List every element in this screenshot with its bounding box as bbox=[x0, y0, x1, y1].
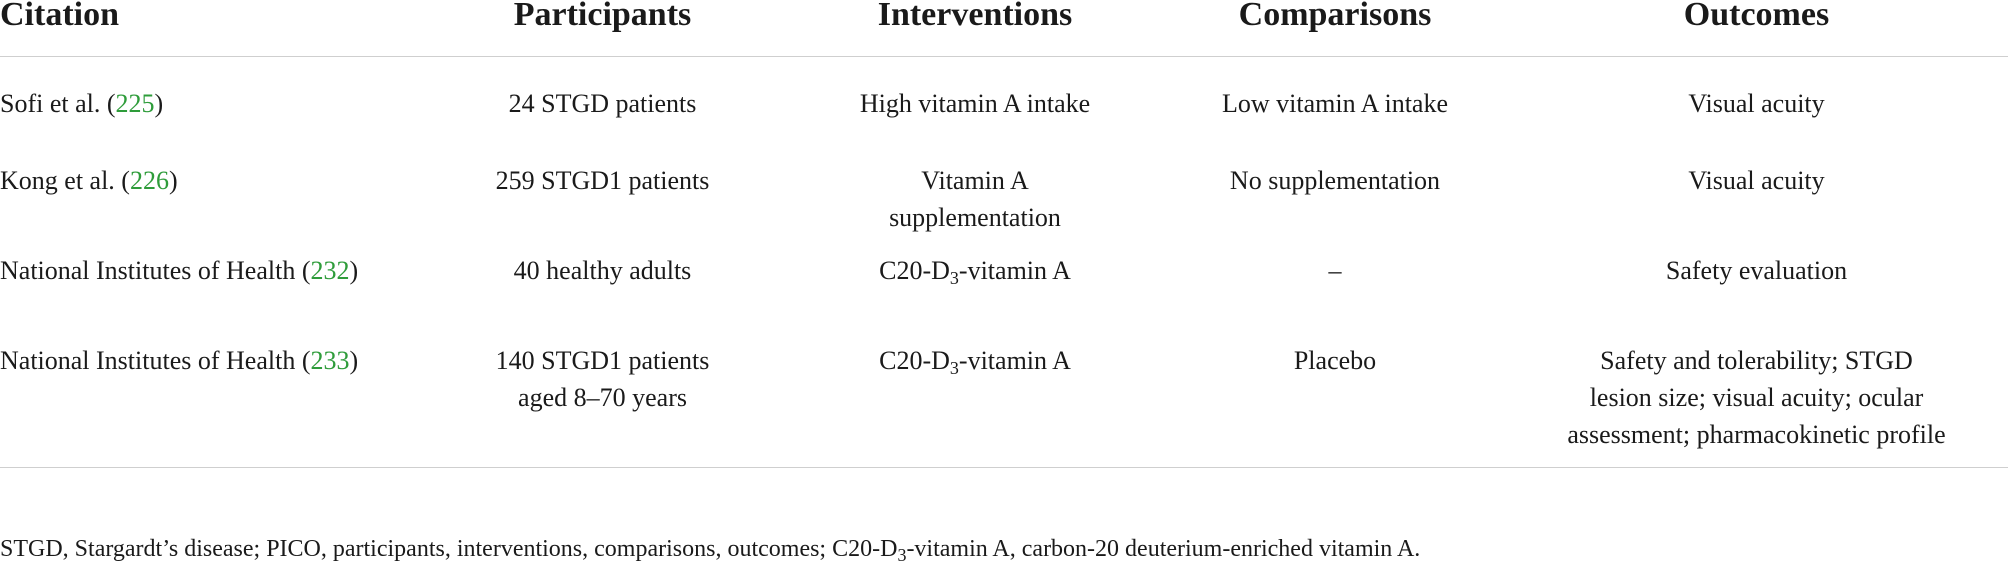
outcomes-cell: Safety and tolerability; STGD lesion siz… bbox=[1505, 326, 2008, 468]
outcomes-cell: Visual acuity bbox=[1688, 166, 1825, 195]
citation-text: Kong et al. ( bbox=[0, 166, 130, 195]
participants-text: 140 STGD1 patients aged 8–70 years bbox=[495, 346, 710, 412]
interventions-pre: C20-D bbox=[879, 346, 950, 375]
table-footnote: STGD, Stargardt’s disease; PICO, partici… bbox=[0, 534, 1420, 564]
participants-cell: 140 STGD1 patients aged 8–70 years bbox=[420, 326, 785, 468]
comparisons-cell: – bbox=[1328, 256, 1342, 285]
citation-text: National Institutes of Health ( bbox=[0, 256, 311, 285]
interventions-pre: C20-D bbox=[879, 256, 950, 285]
interventions-text: Vitamin A supplementation bbox=[889, 166, 1061, 232]
outcomes-cell: Safety evaluation bbox=[1665, 256, 1848, 285]
comparisons-cell: No supplementation bbox=[1229, 166, 1441, 195]
reference-link[interactable]: 233 bbox=[310, 346, 350, 375]
subscript-3: 3 bbox=[949, 268, 959, 288]
citation-close: ) bbox=[349, 346, 359, 375]
header-row: Citation Participants Interventions Comp… bbox=[0, 0, 2008, 57]
interventions-cell: C20-D3-vitamin A bbox=[785, 236, 1165, 326]
interventions-cell: C20-D3-vitamin A bbox=[785, 326, 1165, 468]
interventions-cell: Vitamin A supplementation bbox=[785, 146, 1165, 236]
citation-cell: Kong et al. (226) bbox=[0, 146, 420, 236]
citation-close: ) bbox=[349, 256, 359, 285]
table-row: National Institutes of Health (232) 40 h… bbox=[0, 236, 2008, 326]
citation-wrap: National Institutes of Health (233) bbox=[0, 342, 380, 379]
header-interventions: Interventions bbox=[785, 0, 1165, 57]
reference-link[interactable]: 226 bbox=[129, 166, 169, 195]
comparisons-text: Low vitamin A intake bbox=[1221, 89, 1449, 118]
subscript-3: 3 bbox=[949, 358, 959, 378]
header-comparisons: Comparisons bbox=[1165, 0, 1505, 57]
header-citation: Citation bbox=[0, 0, 420, 57]
pico-table-container: Citation Participants Interventions Comp… bbox=[0, 0, 2008, 468]
outcomes-text: Safety and tolerability; STGD lesion siz… bbox=[1567, 346, 1946, 449]
interventions-text: High vitamin A intake bbox=[859, 89, 1091, 118]
footnote-pre: STGD, Stargardt’s disease; PICO, partici… bbox=[0, 536, 898, 562]
interventions-post: -vitamin A bbox=[958, 256, 1071, 285]
outcomes-cell: Visual acuity bbox=[1688, 89, 1825, 118]
citation-cell: National Institutes of Health (232) bbox=[0, 236, 420, 326]
citation-wrap: National Institutes of Health (232) bbox=[0, 252, 380, 289]
interventions-post: -vitamin A bbox=[958, 346, 1071, 375]
citation-close: ) bbox=[168, 166, 178, 195]
table-body: Sofi et al. (225) 24 STGD patients High … bbox=[0, 57, 2008, 468]
header-outcomes: Outcomes bbox=[1505, 0, 2008, 57]
citation-cell: Sofi et al. (225) bbox=[0, 57, 420, 147]
comparisons-cell: Low vitamin A intake bbox=[1165, 57, 1505, 147]
table-header: Citation Participants Interventions Comp… bbox=[0, 0, 2008, 57]
table-row: Kong et al. (226) 259 STGD1 patients Vit… bbox=[0, 146, 2008, 236]
table-row: National Institutes of Health (233) 140 … bbox=[0, 326, 2008, 468]
citation-text: National Institutes of Health ( bbox=[0, 346, 311, 375]
interventions-cell: High vitamin A intake bbox=[785, 57, 1165, 147]
participants-cell: 40 healthy adults bbox=[513, 256, 692, 285]
reference-link[interactable]: 225 bbox=[115, 89, 155, 118]
reference-link[interactable]: 232 bbox=[310, 256, 350, 285]
citation-close: ) bbox=[154, 89, 164, 118]
footnote-post: -vitamin A, carbon-20 deuterium-enriched… bbox=[906, 536, 1421, 562]
citation-text: Sofi et al. ( bbox=[0, 89, 116, 118]
comparisons-cell: Placebo bbox=[1165, 326, 1505, 468]
participants-cell: 259 STGD1 patients bbox=[495, 166, 710, 195]
table-row: Sofi et al. (225) 24 STGD patients High … bbox=[0, 57, 2008, 147]
pico-table: Citation Participants Interventions Comp… bbox=[0, 0, 2008, 468]
citation-cell: National Institutes of Health (233) bbox=[0, 326, 420, 468]
participants-cell: 24 STGD patients bbox=[508, 89, 697, 118]
footnote-subscript: 3 bbox=[897, 545, 907, 565]
header-participants: Participants bbox=[420, 0, 785, 57]
